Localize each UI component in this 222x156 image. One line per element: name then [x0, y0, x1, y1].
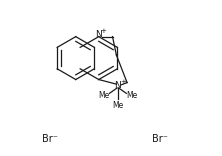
Text: +: +: [101, 28, 107, 34]
Text: Me: Me: [126, 91, 137, 100]
Text: +: +: [120, 79, 126, 85]
Text: Br⁻: Br⁻: [42, 134, 58, 144]
Text: N: N: [115, 81, 121, 90]
Text: Me: Me: [112, 101, 123, 110]
Text: Br⁻: Br⁻: [152, 134, 168, 144]
Text: Me: Me: [99, 91, 110, 100]
Text: N: N: [95, 30, 102, 39]
